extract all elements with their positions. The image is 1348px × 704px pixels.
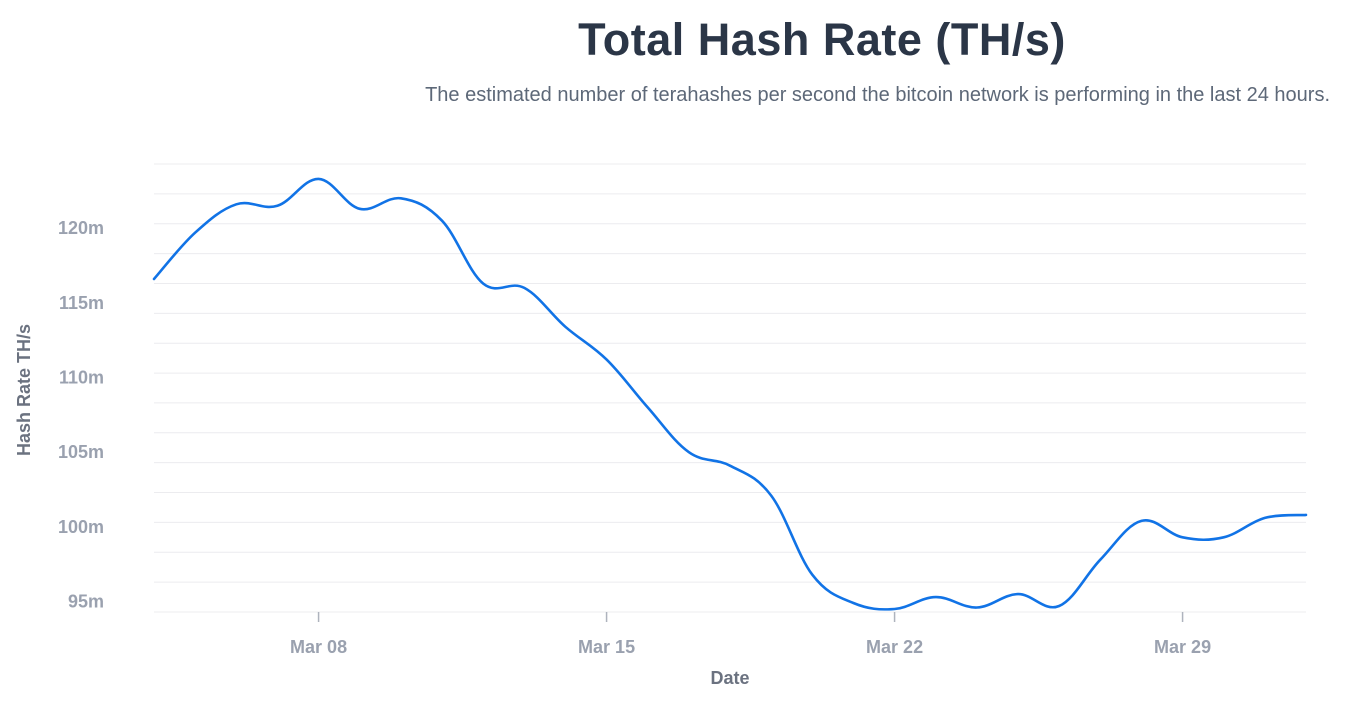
- x-tick-label: Mar 29: [1154, 637, 1211, 657]
- x-axis-title: Date: [710, 668, 749, 688]
- x-axis-tick-labels: Mar 08 Mar 15 Mar 22 Mar 29: [290, 637, 1211, 657]
- y-tick-label: 95m: [68, 592, 104, 612]
- y-tick-label: 110m: [59, 368, 104, 388]
- y-tick-label: 115m: [59, 293, 104, 313]
- y-axis-title: Hash Rate TH/s: [14, 324, 34, 456]
- y-tick-label: 105m: [58, 442, 104, 462]
- hash-rate-series-line: [152, 177, 1308, 611]
- chart-title: Total Hash Rate (TH/s): [578, 14, 1066, 65]
- y-tick-label: 120m: [58, 218, 104, 238]
- chart-subtitle: The estimated number of terahashes per s…: [425, 84, 1330, 106]
- x-tick-label: Mar 22: [866, 637, 923, 657]
- y-axis-tick-labels: 95m 100m 105m 110m 115m 120m: [58, 218, 104, 611]
- x-tick-label: Mar 08: [290, 637, 347, 657]
- x-tick-label: Mar 15: [578, 637, 635, 657]
- grid-lines: [154, 163, 1306, 613]
- x-axis-ticks: [317, 612, 1184, 622]
- y-tick-label: 100m: [58, 517, 104, 537]
